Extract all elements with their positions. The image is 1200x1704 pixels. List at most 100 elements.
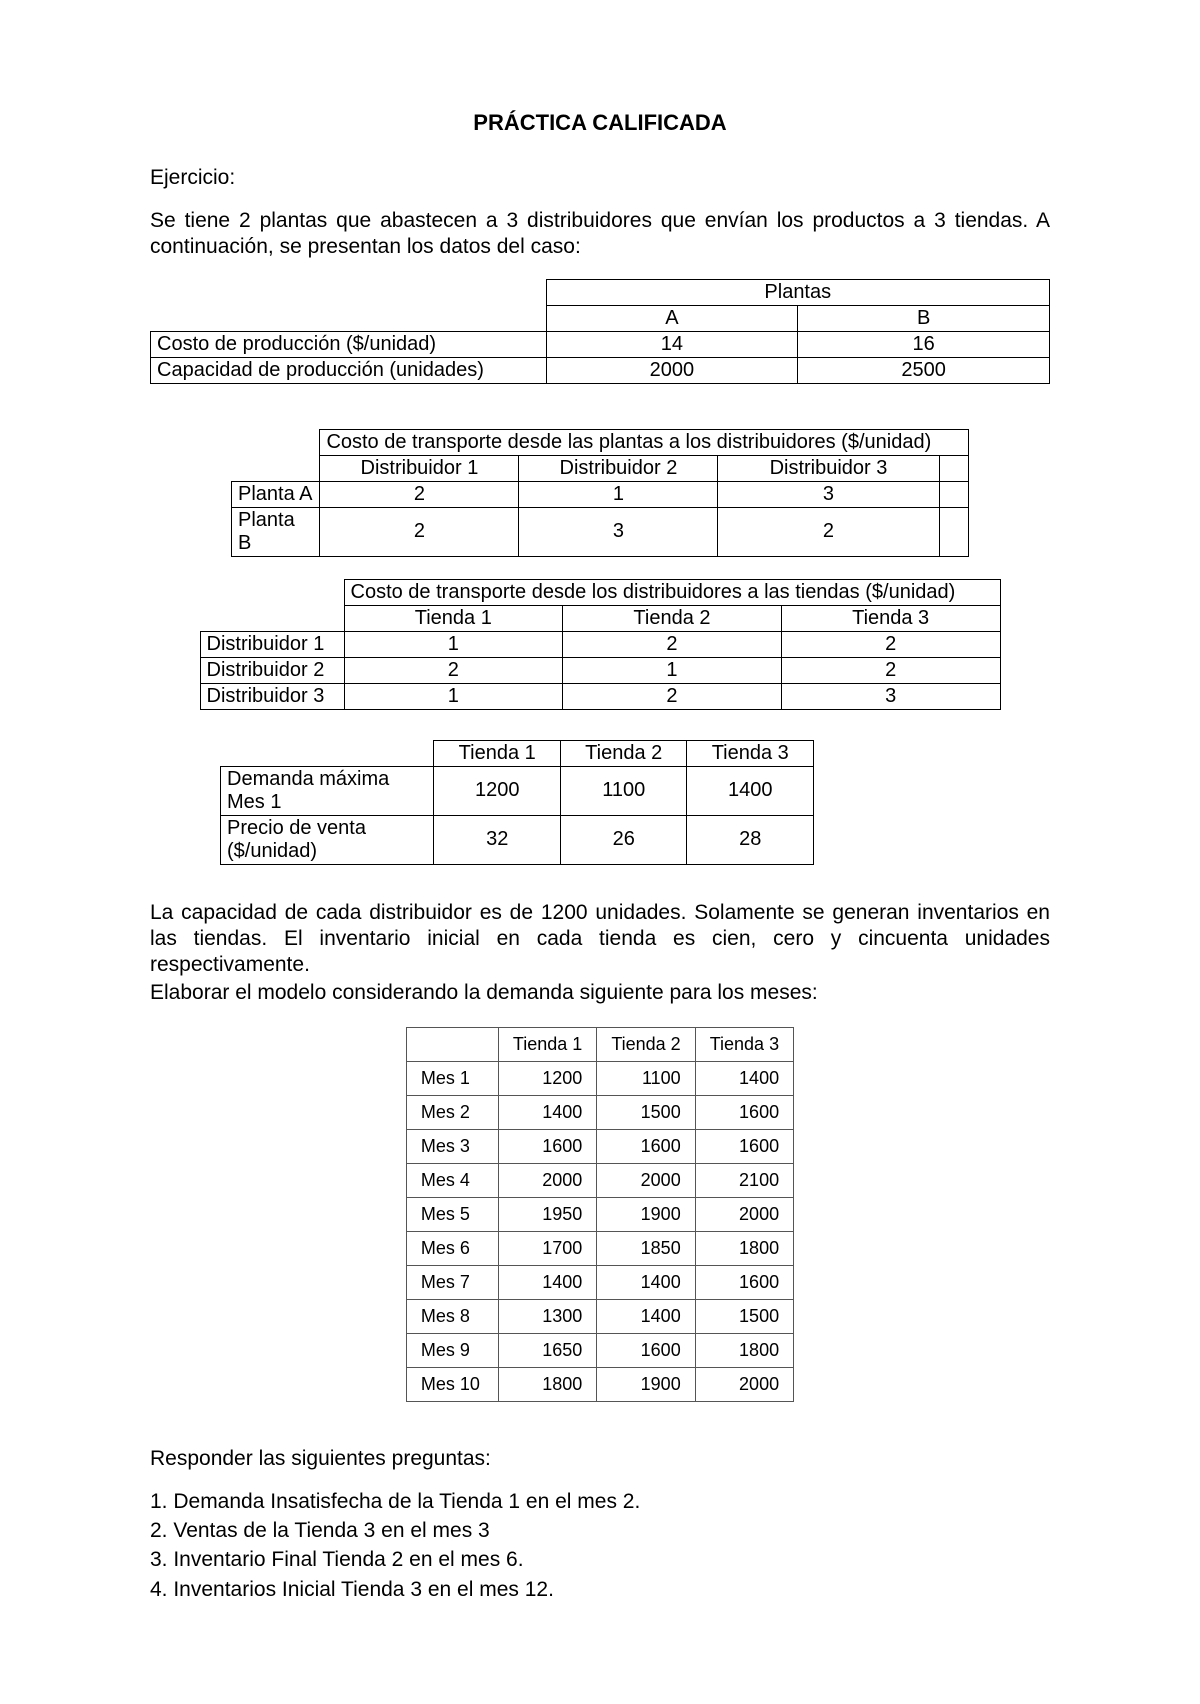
col-header: Tienda 2: [597, 1027, 695, 1061]
row-label: Planta A: [232, 481, 320, 507]
cell: 1400: [687, 766, 814, 815]
row-label: Capacidad de producción (unidades): [151, 357, 547, 383]
question-item: 1. Demanda Insatisfecha de la Tienda 1 e…: [150, 1487, 1050, 1516]
cell: 2: [320, 507, 519, 556]
cell: 1200: [498, 1061, 596, 1095]
cell: 3: [519, 507, 718, 556]
cell: 1: [344, 683, 563, 709]
row-label: Mes 1: [406, 1061, 498, 1095]
capacity-paragraph: La capacidad de cada distribuidor es de …: [150, 900, 1050, 979]
row-label: Mes 10: [406, 1367, 498, 1401]
col-header: Tienda 3: [695, 1027, 793, 1061]
table-row: Mes 3160016001600: [406, 1129, 793, 1163]
table-row: Mes 1120011001400: [406, 1061, 793, 1095]
table-row: Distribuidor 2 2 1 2: [200, 657, 1000, 683]
col-header: Tienda 2: [563, 605, 782, 631]
empty-cell: [200, 579, 344, 605]
table-row: Mes 8130014001500: [406, 1299, 793, 1333]
cell: 2: [563, 631, 782, 657]
table-row: Mes 5195019002000: [406, 1197, 793, 1231]
empty-cell: [221, 740, 434, 766]
plant-col-b: B: [798, 305, 1050, 331]
cell: 1500: [597, 1095, 695, 1129]
cell: 2000: [695, 1197, 793, 1231]
col-header: Distribuidor 1: [320, 455, 519, 481]
empty-cell: [151, 305, 547, 331]
question-item: 3. Inventario Final Tienda 2 en el mes 6…: [150, 1545, 1050, 1574]
empty-cell: [151, 279, 547, 305]
table-row: Mes 9165016001800: [406, 1333, 793, 1367]
cell: 1500: [695, 1299, 793, 1333]
cell: 2: [344, 657, 563, 683]
cell: 1800: [695, 1231, 793, 1265]
table-row: Planta A 2 1 3: [232, 481, 969, 507]
cell: 1600: [498, 1129, 596, 1163]
col-header: Distribuidor 2: [519, 455, 718, 481]
cell: 1650: [498, 1333, 596, 1367]
table-row: Precio de venta ($/unidad) 32 26 28: [221, 815, 814, 864]
row-label: Mes 5: [406, 1197, 498, 1231]
cell: 2: [320, 481, 519, 507]
cell: 2: [781, 657, 1000, 683]
cell: 1200: [434, 766, 561, 815]
plant-col-a: A: [546, 305, 798, 331]
cell: 2000: [498, 1163, 596, 1197]
cell: 1: [563, 657, 782, 683]
cell: 1900: [597, 1367, 695, 1401]
cell: 1100: [597, 1061, 695, 1095]
cell: 1850: [597, 1231, 695, 1265]
cell: 1950: [498, 1197, 596, 1231]
table-row: Costo de producción ($/unidad) 14 16: [151, 331, 1050, 357]
table-row: Mes 10180019002000: [406, 1367, 793, 1401]
transport-distributors-table: Costo de transporte desde los distribuid…: [200, 579, 1001, 710]
cell: 2100: [695, 1163, 793, 1197]
table-row: Planta B 2 3 2: [232, 507, 969, 556]
cell: 1600: [695, 1129, 793, 1163]
cell: 1800: [695, 1333, 793, 1367]
row-label: Mes 8: [406, 1299, 498, 1333]
demand-price-table: Tienda 1 Tienda 2 Tienda 3 Demanda máxim…: [220, 740, 814, 865]
row-label: Mes 2: [406, 1095, 498, 1129]
col-header: Tienda 1: [344, 605, 563, 631]
transport-plants-table: Costo de transporte desde las plantas a …: [231, 429, 969, 557]
cell: 1400: [597, 1265, 695, 1299]
cell: 1400: [597, 1299, 695, 1333]
cell: 3: [718, 481, 939, 507]
col-header: Distribuidor 3: [718, 455, 939, 481]
cell: 1400: [498, 1265, 596, 1299]
col-header: Tienda 3: [781, 605, 1000, 631]
cell: 2000: [546, 357, 798, 383]
row-label: Distribuidor 3: [200, 683, 344, 709]
transport1-header: Costo de transporte desde las plantas a …: [320, 429, 969, 455]
cell: 14: [546, 331, 798, 357]
table-row: Mes 7140014001600: [406, 1265, 793, 1299]
empty-tail-cell: [939, 455, 968, 481]
page-title: PRÁCTICA CALIFICADA: [150, 110, 1050, 136]
question-item: 4. Inventarios Inicial Tienda 3 en el me…: [150, 1575, 1050, 1604]
cell: 1800: [498, 1367, 596, 1401]
row-label: Demanda máxima Mes 1: [221, 766, 434, 815]
table-row: Mes 2140015001600: [406, 1095, 793, 1129]
empty-cell: [232, 429, 320, 455]
cell: 2: [563, 683, 782, 709]
cell: 1600: [597, 1333, 695, 1367]
page: PRÁCTICA CALIFICADA Ejercicio: Se tiene …: [0, 0, 1200, 1704]
empty-cell: [200, 605, 344, 631]
row-label: Mes 4: [406, 1163, 498, 1197]
table-row: Demanda máxima Mes 1 1200 1100 1400: [221, 766, 814, 815]
cell: 16: [798, 331, 1050, 357]
table-row: Capacidad de producción (unidades) 2000 …: [151, 357, 1050, 383]
cell: 1900: [597, 1197, 695, 1231]
cell: 32: [434, 815, 561, 864]
row-label: Planta B: [232, 507, 320, 556]
intro-paragraph: Se tiene 2 plantas que abastecen a 3 dis…: [150, 208, 1050, 261]
row-label: Mes 9: [406, 1333, 498, 1367]
col-header: Tienda 1: [434, 740, 561, 766]
exercise-label: Ejercicio:: [150, 166, 1050, 190]
plants-table: Plantas A B Costo de producción ($/unida…: [150, 279, 1050, 384]
questions-intro: Responder las siguientes preguntas:: [150, 1447, 1050, 1471]
cell: 3: [781, 683, 1000, 709]
cell: 1400: [695, 1061, 793, 1095]
cell: 2000: [695, 1367, 793, 1401]
cell: 28: [687, 815, 814, 864]
